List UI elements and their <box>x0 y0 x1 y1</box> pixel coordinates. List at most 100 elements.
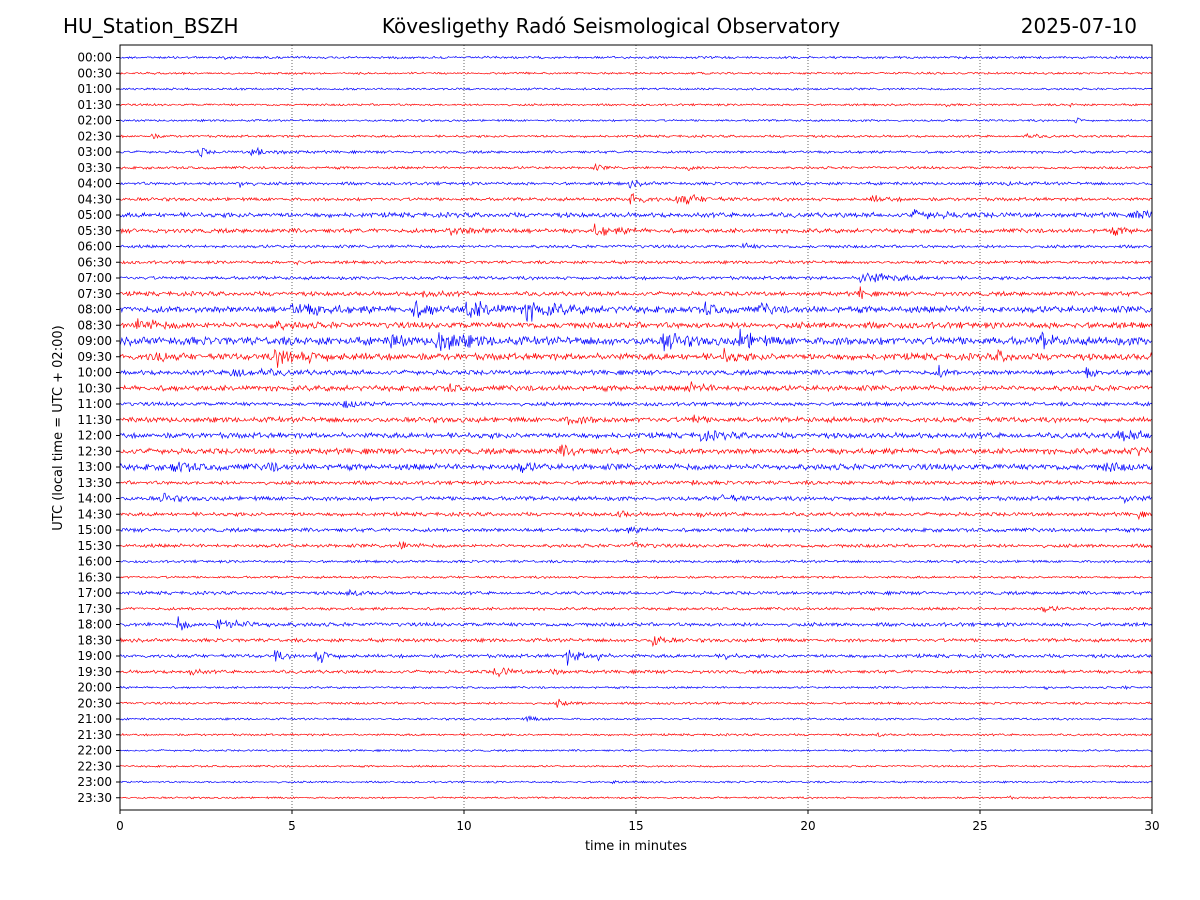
trace-0530 <box>119 223 1153 236</box>
trace-1830 <box>119 635 1153 648</box>
y-tick-label-24: 12:00 <box>77 429 112 443</box>
trace-1800 <box>119 616 1153 631</box>
y-tick-label-15: 07:30 <box>77 287 112 301</box>
y-tick-label-31: 15:30 <box>77 539 112 553</box>
trace-2100 <box>119 715 1153 723</box>
y-tick-label-39: 19:30 <box>77 665 112 679</box>
chart-date: 2025-07-10 <box>1020 14 1137 38</box>
y-tick-label-45: 22:30 <box>77 759 112 773</box>
trace-1430 <box>119 510 1153 521</box>
trace-0700 <box>119 272 1153 284</box>
x-tick-label-2: 10 <box>456 819 471 833</box>
y-tick-label-23: 11:30 <box>77 413 112 427</box>
trace-1900 <box>119 649 1153 666</box>
x-tick-label-6: 30 <box>1144 819 1159 833</box>
trace-1000 <box>119 364 1153 379</box>
y-tick-label-10: 05:00 <box>77 208 112 222</box>
trace-0900 <box>119 328 1153 352</box>
y-tick-label-12: 06:00 <box>77 240 112 254</box>
y-tick-label-6: 03:00 <box>77 145 112 159</box>
trace-1500 <box>119 526 1153 534</box>
trace-0100 <box>119 87 1153 91</box>
trace-0400 <box>119 179 1153 189</box>
trace-2000 <box>119 684 1153 691</box>
y-tick-label-35: 17:30 <box>77 602 112 616</box>
x-tick-label-3: 15 <box>628 819 643 833</box>
y-tick-label-9: 04:30 <box>77 192 112 206</box>
y-tick-label-40: 20:00 <box>77 681 112 695</box>
y-tick-label-32: 16:00 <box>77 555 112 569</box>
y-tick-label-11: 05:30 <box>77 224 112 238</box>
y-tick-label-16: 08:00 <box>77 303 112 317</box>
trace-0200 <box>119 117 1153 124</box>
trace-2300 <box>119 780 1153 785</box>
seismic-traces <box>119 55 1153 800</box>
trace-1530 <box>119 540 1153 550</box>
trace-0630 <box>119 259 1153 266</box>
trace-1330 <box>119 479 1153 487</box>
trace-1200 <box>119 429 1153 443</box>
y-tick-label-26: 13:00 <box>77 460 112 474</box>
trace-0600 <box>119 242 1153 250</box>
trace-0930 <box>119 347 1153 368</box>
trace-1700 <box>119 588 1153 597</box>
y-tick-label-44: 22:00 <box>77 744 112 758</box>
trace-0000 <box>119 55 1153 61</box>
y-tick-label-27: 13:30 <box>77 476 112 490</box>
trace-1300 <box>119 461 1153 474</box>
trace-1730 <box>119 605 1153 613</box>
y-tick-label-1: 00:30 <box>77 66 112 80</box>
trace-0830 <box>119 318 1153 331</box>
y-tick-label-5: 02:30 <box>77 129 112 143</box>
y-tick-label-17: 08:30 <box>77 318 112 332</box>
trace-0800 <box>119 299 1153 322</box>
chart-title: Kövesligethy Radó Seismological Observat… <box>381 14 841 38</box>
plot-frame <box>119 44 1153 811</box>
trace-2230 <box>119 764 1153 768</box>
trace-1630 <box>119 575 1153 580</box>
trace-1600 <box>119 559 1153 564</box>
y-tick-label-8: 04:00 <box>77 177 112 191</box>
y-tick-label-38: 19:00 <box>77 649 112 663</box>
trace-2200 <box>119 748 1153 753</box>
y-tick-label-28: 14:00 <box>77 492 112 506</box>
station-name: HU_Station_BSZH <box>63 14 239 38</box>
y-tick-label-36: 18:00 <box>77 618 112 632</box>
y-tick-label-22: 11:00 <box>77 397 112 411</box>
trace-2330 <box>119 795 1153 800</box>
y-tick-label-19: 09:30 <box>77 350 112 364</box>
trace-0430 <box>119 192 1153 205</box>
y-tick-label-0: 00:00 <box>77 51 112 65</box>
trace-1030 <box>119 381 1153 393</box>
y-tick-label-41: 20:30 <box>77 696 112 710</box>
trace-0330 <box>119 162 1153 171</box>
y-tick-label-14: 07:00 <box>77 271 112 285</box>
trace-0500 <box>119 209 1153 220</box>
y-tick-label-30: 15:00 <box>77 523 112 537</box>
y-tick-label-34: 17:00 <box>77 586 112 600</box>
y-tick-label-43: 21:30 <box>77 728 112 742</box>
trace-1230 <box>119 444 1153 457</box>
y-tick-label-20: 10:00 <box>77 366 112 380</box>
y-tick-label-25: 12:30 <box>77 444 112 458</box>
y-tick-label-21: 10:30 <box>77 381 112 395</box>
trace-0300 <box>119 146 1153 158</box>
trace-0030 <box>119 71 1153 76</box>
y-tick-label-46: 23:00 <box>77 775 112 789</box>
x-tick-label-0: 0 <box>116 819 124 833</box>
y-axis-label: UTC (local time = UTC + 02:00) <box>51 325 66 530</box>
trace-1930 <box>119 667 1153 678</box>
trace-2030 <box>119 698 1153 708</box>
x-axis-label: time in minutes <box>585 839 687 854</box>
trace-2130 <box>119 732 1153 738</box>
y-tick-label-33: 16:30 <box>77 570 112 584</box>
y-tick-label-29: 14:30 <box>77 507 112 521</box>
y-tick-label-3: 01:30 <box>77 98 112 112</box>
trace-1130 <box>119 414 1153 426</box>
x-tick-label-4: 20 <box>800 819 815 833</box>
trace-1400 <box>119 492 1153 505</box>
vertical-grid <box>291 45 981 810</box>
y-tick-label-37: 18:30 <box>77 633 112 647</box>
